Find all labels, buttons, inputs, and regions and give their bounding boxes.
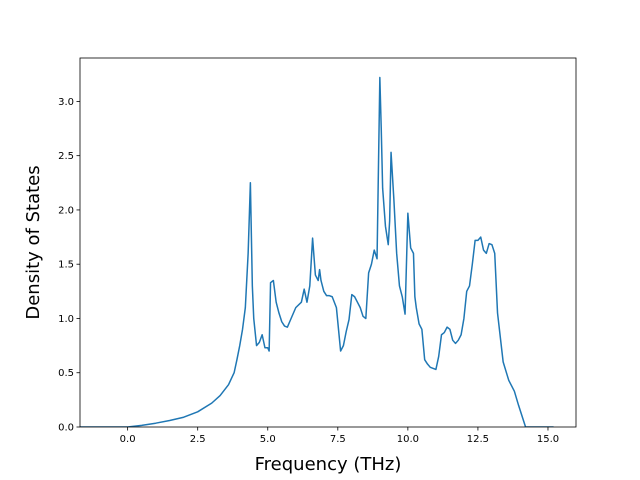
x-tick-label: 0.0 xyxy=(120,434,136,445)
y-tick-label: 3.0 xyxy=(58,97,74,108)
series-line-0 xyxy=(80,76,554,427)
x-tick-label: 15.0 xyxy=(537,434,559,445)
x-tick-label: 2.5 xyxy=(190,434,206,445)
x-tick-label: 10.0 xyxy=(397,434,419,445)
x-tick-label: 7.5 xyxy=(330,434,346,445)
x-axis-label: Frequency (THz) xyxy=(255,454,402,475)
y-axis-label: Density of States xyxy=(23,165,44,319)
ticks-layer: 0.0 2.5 5.0 7.5 10.0 12.5 15.0 0.0 0.5 1.0 1.5 2.0 2… xyxy=(58,97,559,445)
plot-frame xyxy=(79,57,577,428)
plot-area xyxy=(80,58,576,427)
y-tick-label: 2.0 xyxy=(58,205,74,216)
y-tick-label: 0.0 xyxy=(58,423,74,434)
x-tick-label: 5.0 xyxy=(260,434,276,445)
x-tick-label: 12.5 xyxy=(467,434,489,445)
y-tick-label: 2.5 xyxy=(58,151,74,162)
y-tick-label: 1.0 xyxy=(58,314,74,325)
y-tick-label: 0.5 xyxy=(58,368,74,379)
y-tick-label: 1.5 xyxy=(58,260,74,271)
series-layer xyxy=(80,76,554,427)
